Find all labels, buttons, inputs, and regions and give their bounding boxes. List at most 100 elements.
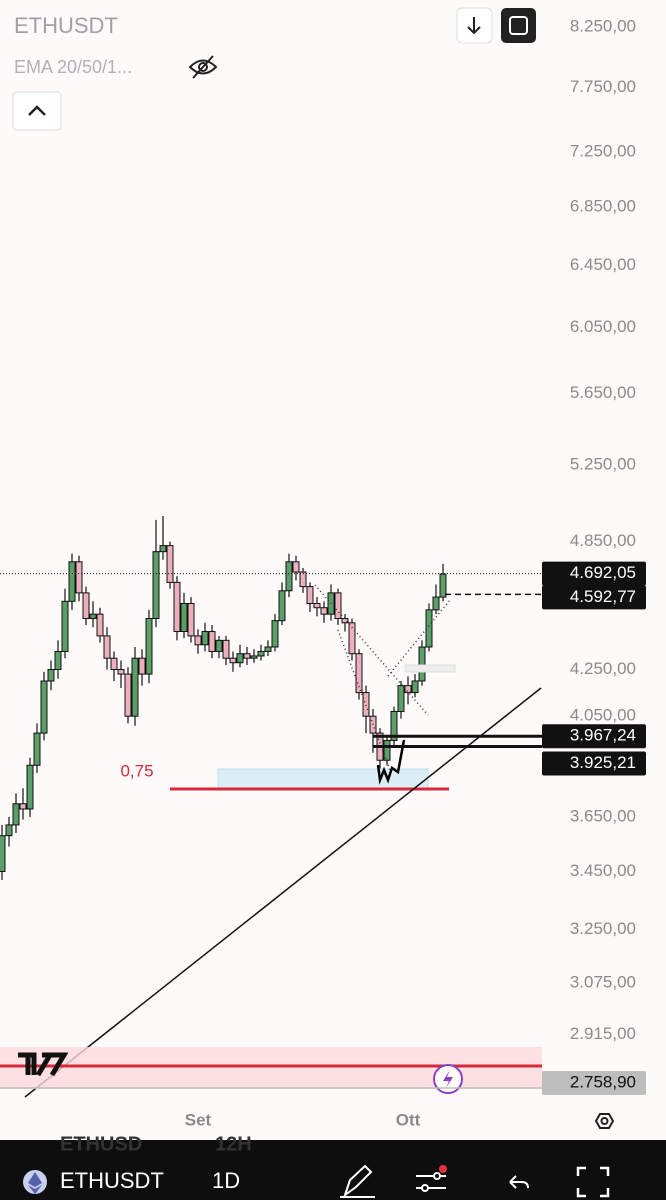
dotted-line [387,599,451,677]
price-label: 2.758,90 [570,1073,636,1092]
candle-body [250,655,258,659]
price-label: 4.592,77 [570,587,636,606]
x-tick-label: Set [185,1110,212,1129]
watermark-interval: 12H [215,1133,252,1155]
undo-icon[interactable] [509,1175,529,1189]
price-label-box [542,724,646,749]
candle-body [425,609,433,648]
price-label-box [542,585,646,610]
symbol-title: ETHUSDT [14,13,118,38]
candle-body [355,653,363,694]
y-tick-label: 6.050,00 [570,317,636,336]
chevron-icon [28,105,46,116]
candle-body [89,613,97,619]
candle-body [348,622,356,655]
candle-body [187,602,195,637]
candle-body [320,607,328,615]
price-label: 3.967,24 [570,726,636,745]
candle-body [131,657,139,717]
y-tick-label: 3.250,00 [570,919,636,938]
candle-body [47,669,55,682]
fullscreen-button[interactable] [501,8,536,43]
frame-icon [509,16,528,35]
candle-body [68,561,76,602]
y-tick-label: 2.915,00 [570,1024,636,1043]
candle-body [166,545,174,583]
candle-body [285,561,293,592]
price-label-box [542,561,646,586]
candle-body [264,646,272,652]
indicator-icon[interactable] [416,1165,447,1192]
candle-body [236,653,244,664]
candle-body [61,600,69,652]
candle-body [0,835,6,873]
y-tick-label: 7.750,00 [570,77,636,96]
candle-body [432,596,440,611]
candle-body [278,590,286,622]
dotted-line [314,584,429,716]
candle-body [439,573,447,598]
candle-body [362,692,370,717]
candle-body [397,685,405,712]
candle-body [82,592,90,619]
flash-icon [443,1070,453,1088]
y-tick-label: 7.250,00 [570,142,636,161]
collapse-button[interactable] [12,91,62,131]
settings-icon[interactable] [594,1113,615,1129]
candle-body [292,561,300,573]
candle-body [33,732,41,766]
candle-body [404,685,412,694]
price-label: 4.692,05 [570,563,636,582]
candle-body [26,764,34,810]
y-tick-label: 4.850,00 [570,531,636,550]
candle-body [222,639,230,659]
toolbar-interval[interactable]: 1D [212,1168,240,1193]
x-tick-label: Ott [396,1110,421,1129]
toolbar [0,1140,666,1200]
candle-body [257,650,265,657]
candle-body [243,653,251,659]
candle-body [306,586,314,604]
candle-body [96,613,104,637]
candle-body [299,571,307,588]
draw-icon[interactable] [340,1164,375,1198]
candle-body [54,650,62,671]
candle-body [313,602,321,609]
hide-icon[interactable] [188,55,218,79]
fullscreen-icon[interactable] [576,1166,610,1198]
candle-body [215,639,223,652]
candle-body [201,631,209,646]
candle-body [411,680,419,694]
candle-body [19,803,27,810]
y-tick-label: 5.250,00 [570,454,636,473]
fib-label: 0,75 [120,761,153,780]
y-tick-label: 5.650,00 [570,383,636,402]
logo [18,1052,69,1077]
arrow-icon [467,17,481,35]
candle-body [208,631,216,652]
candle-body [390,710,398,741]
trend-line [24,687,542,1098]
drawn-path [376,739,406,785]
candle-body [180,602,188,633]
indicator-label: EMA 20/50/1... [14,57,132,77]
zone-box [404,664,456,673]
toolbar-symbol[interactable]: ETHUSDT [60,1168,164,1193]
price-label: 3.925,21 [570,753,636,772]
candle-body [229,657,237,664]
y-tick-label: 6.450,00 [570,255,636,274]
candle-body [334,592,342,619]
candle-body [271,620,279,648]
plot: 8.250,00 7.750,00 7.250,00 6.850,00 6.450,00… [0,17,636,1129]
candle-body [75,561,83,594]
candle-body [12,803,20,826]
candle-body [159,545,167,553]
candle-body [152,551,160,619]
watermark-symbol: ETHUSD [60,1133,142,1155]
y-tick-label: 6.850,00 [570,197,636,216]
y-tick-label: 3.075,00 [570,972,636,991]
candle-body [138,657,146,675]
candle-body [341,617,349,624]
candle-body [173,581,181,633]
